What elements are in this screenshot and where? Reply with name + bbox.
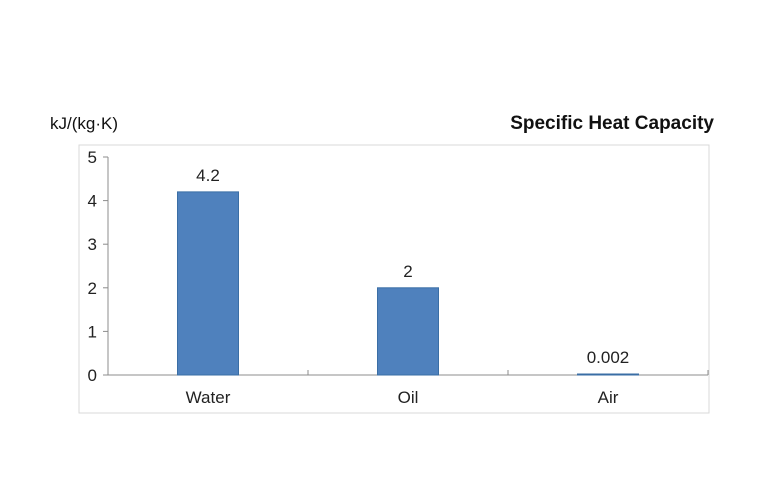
bars-group: 4.2 Water 2 Oil 0.002 Air <box>177 166 639 407</box>
data-label-oil: 2 <box>403 262 412 281</box>
y-tick-label: 5 <box>88 148 97 167</box>
y-axis-unit-label: kJ/(kg·K) <box>50 114 118 133</box>
y-tick-label: 4 <box>88 192 97 211</box>
category-label-air: Air <box>598 388 619 407</box>
y-tick-label: 2 <box>88 279 97 298</box>
y-tick-label: 3 <box>88 235 97 254</box>
y-tick-label: 1 <box>88 322 97 341</box>
chart-title: Specific Heat Capacity <box>510 113 714 134</box>
data-label-water: 4.2 <box>196 166 220 185</box>
bar-air <box>577 373 639 376</box>
y-tick-label: 0 <box>88 366 97 385</box>
x-axis-ticks <box>107 370 709 375</box>
bar-oil <box>377 287 439 376</box>
category-label-water: Water <box>186 388 231 407</box>
bar-water <box>177 191 239 376</box>
category-label-oil: Oil <box>398 388 419 407</box>
data-label-air: 0.002 <box>587 348 630 367</box>
y-axis-ticks: 0 1 2 3 4 5 <box>88 148 108 385</box>
